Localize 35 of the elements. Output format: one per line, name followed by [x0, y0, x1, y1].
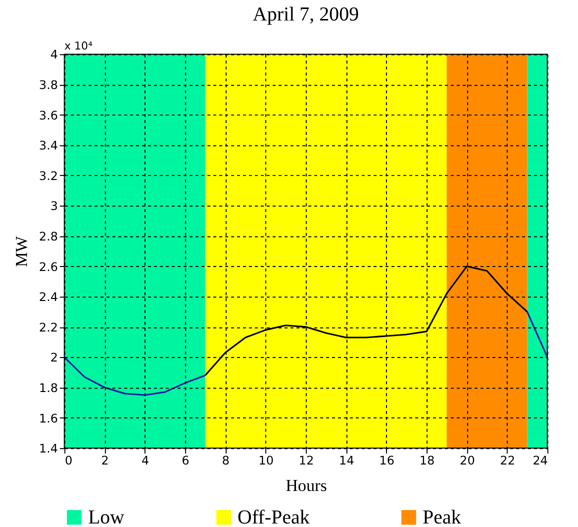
x-tick-label: 0	[64, 453, 72, 468]
y-tick-label: 2	[50, 350, 58, 365]
y-tick-label: 1.4	[39, 442, 58, 456]
x-tick-label: 20	[460, 453, 475, 468]
y-tick-label: 2.4	[39, 290, 58, 304]
x-tick-label: 18	[420, 453, 435, 468]
x-tick-label: 6	[182, 453, 190, 468]
x-tick-label: 22	[500, 453, 516, 468]
y-tick-label: 3.6	[39, 108, 58, 122]
y-tick-label: 2.8	[39, 229, 58, 244]
y-tick-label: 3.4	[39, 138, 58, 153]
y-axis-title: MW	[12, 236, 32, 268]
x-tick-label: 12	[298, 453, 314, 468]
y-tick-label: 3.2	[39, 168, 58, 183]
y-tick-label: 3	[50, 199, 58, 214]
x-tick-label: 10	[258, 453, 274, 468]
y-tick-label: 4	[50, 48, 58, 62]
x-tick-label: 8	[222, 453, 230, 468]
x-tick-label: 14	[339, 453, 354, 468]
y-tick-label: 2.2	[39, 320, 58, 334]
text: x 10⁴	[64, 39, 94, 52]
x-tick-label: 16	[379, 453, 394, 468]
y-tick-label: 2.6	[39, 260, 58, 274]
y-tick-label: 1.8	[39, 380, 58, 395]
x-tick-label: 4	[142, 453, 150, 468]
x-tick-label: 24	[532, 453, 548, 468]
legend-label: Low	[88, 506, 126, 527]
legend-label: Peak	[422, 506, 462, 527]
legend-label: Off-Peak	[238, 506, 310, 527]
x-tick-label: 2	[101, 453, 109, 468]
line-series	[64, 356, 206, 396]
y-tick-label: 1.6	[39, 411, 58, 426]
chart-title: April 7, 2009	[252, 4, 359, 26]
x-axis-title: Hours	[286, 476, 327, 496]
y-tick-label: 3.8	[39, 78, 58, 92]
